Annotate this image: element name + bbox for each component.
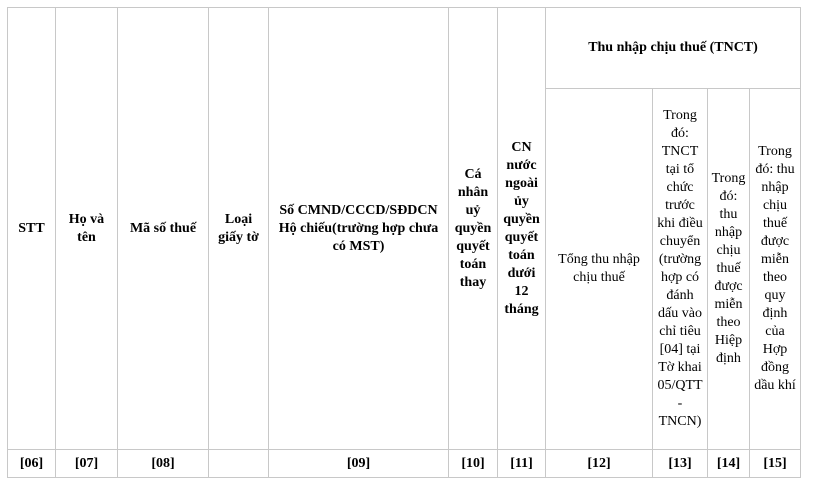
header-uy-quyen: Cá nhân uỷ quyền quyết toán thay xyxy=(448,7,498,450)
header-cn-nuoc-ngoai: CN nước ngoài ủy quyền quyết toán dưới 1… xyxy=(497,7,546,450)
header-stt: STT xyxy=(7,7,56,450)
header-mien-dau-khi: Trong đó: thu nhập chịu thuế được miễn t… xyxy=(749,88,801,450)
code-cell: [06] xyxy=(7,449,56,478)
header-ho-ten: Họ và tên xyxy=(55,7,118,450)
code-cell: [14] xyxy=(707,449,750,478)
header-so-cmnd: Số CMND/CCCD/SĐDCN Hộ chiếu(trường hợp c… xyxy=(268,7,449,450)
code-cell: [10] xyxy=(448,449,498,478)
code-cell xyxy=(208,449,269,478)
header-ma-so-thue: Mã số thuế xyxy=(117,7,209,450)
code-cell: [12] xyxy=(545,449,653,478)
code-cell: [09] xyxy=(268,449,449,478)
header-tong-thu-nhap: Tổng thu nhập chịu thuế xyxy=(545,88,653,450)
code-cell: [08] xyxy=(117,449,209,478)
code-cell: [15] xyxy=(749,449,801,478)
header-mien-hiep-dinh: Trong đó: thu nhập chịu thuế được miễn t… xyxy=(707,88,750,450)
header-tnct-group: Thu nhập chịu thuế (TNCT) xyxy=(545,7,801,89)
header-loai-giay-to: Loại giấy tờ xyxy=(208,7,269,450)
code-cell: [11] xyxy=(497,449,546,478)
header-tnct-dieu-chuyen: Trong đó: TNCT tại tổ chức trước khi điề… xyxy=(652,88,708,450)
column-code-row: [06] [07] [08] [09] [10] [11] [12] [13] … xyxy=(7,449,801,478)
tax-declaration-header-table: STT Họ và tên Mã số thuế Loại giấy tờ Số… xyxy=(7,7,801,478)
code-cell: [07] xyxy=(55,449,118,478)
code-cell: [13] xyxy=(652,449,708,478)
